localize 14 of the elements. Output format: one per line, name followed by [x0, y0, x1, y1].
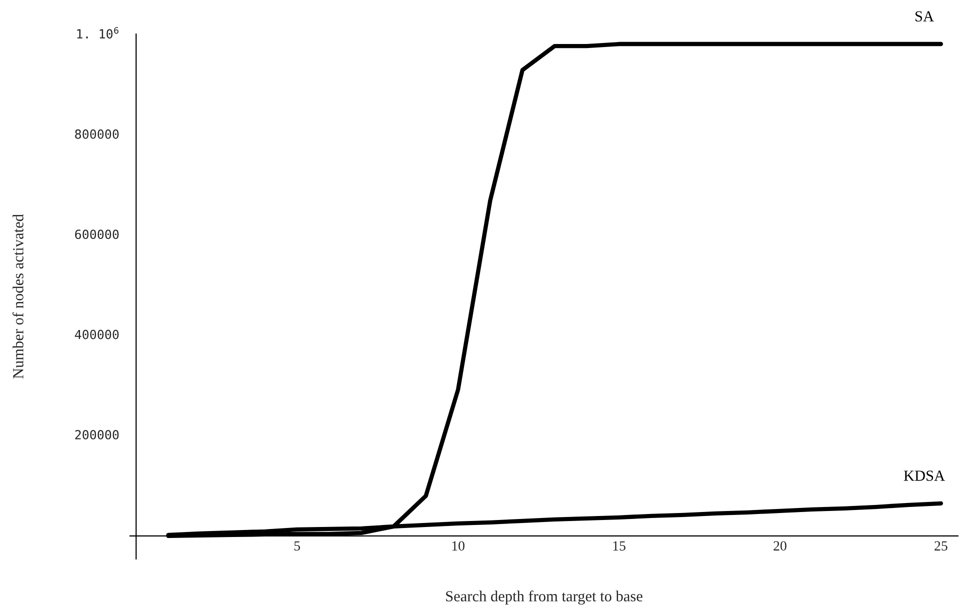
- x-axis-title: Search depth from target to base: [446, 590, 642, 605]
- series-label: KDSA: [904, 470, 945, 481]
- x-tick-label: 20: [774, 541, 786, 551]
- y-tick-label: 600000: [75, 230, 119, 240]
- x-tick-label: 10: [452, 541, 464, 551]
- y-tick-label: 200000: [75, 430, 119, 440]
- series-label: SA: [916, 11, 934, 22]
- y-tick-label: 400000: [74, 330, 119, 340]
- x-tick-label: 25: [934, 541, 948, 551]
- y-tick-label: 1. 10$^{6}$: [77, 27, 118, 39]
- x-tick-label: 15: [613, 541, 626, 551]
- y-tick-label: 800000: [75, 129, 119, 139]
- y-axis-title: Number of nodes activated: [12, 214, 24, 379]
- x-tick-label: 5: [294, 541, 300, 551]
